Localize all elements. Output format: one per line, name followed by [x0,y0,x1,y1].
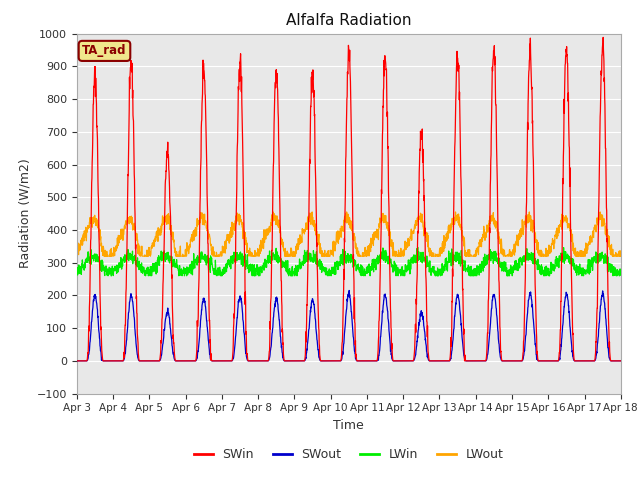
Y-axis label: Radiation (W/m2): Radiation (W/m2) [18,159,31,268]
Text: TA_rad: TA_rad [82,44,127,58]
Title: Alfalfa Radiation: Alfalfa Radiation [286,13,412,28]
Legend: SWin, SWout, LWin, LWout: SWin, SWout, LWin, LWout [189,443,509,466]
X-axis label: Time: Time [333,419,364,432]
